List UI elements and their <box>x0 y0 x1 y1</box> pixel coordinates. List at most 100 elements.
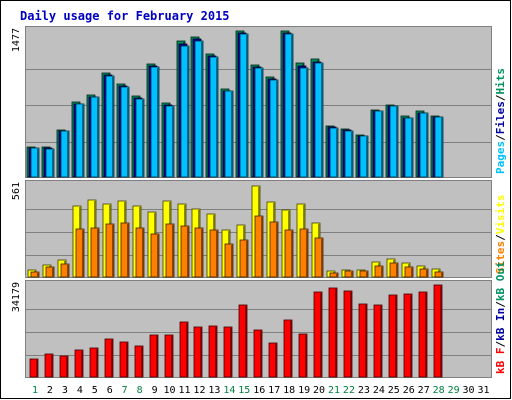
bar-shade <box>351 132 353 177</box>
bar-shade <box>201 229 203 277</box>
bar-body <box>105 223 115 278</box>
bar-kb-f-day-14 <box>223 326 233 378</box>
bar-body <box>60 263 70 278</box>
bar-sites-day-22 <box>344 270 354 278</box>
bar-shade <box>290 321 292 377</box>
bar-body <box>59 355 69 378</box>
bar-shade <box>426 114 428 177</box>
bar-shade <box>351 272 353 277</box>
x-tick-label-17: 17 <box>268 385 280 396</box>
x-tick-label-7: 7 <box>122 385 128 396</box>
bar-body <box>269 79 279 178</box>
bar-shade <box>261 69 263 177</box>
bar-body <box>89 347 99 378</box>
bar-shade <box>112 225 114 277</box>
bar-sites-day-9 <box>150 233 160 278</box>
bar-sites-day-26 <box>404 266 414 278</box>
x-tick-label-9: 9 <box>152 385 158 396</box>
bar-body <box>223 326 233 378</box>
bar-shade <box>186 323 188 377</box>
bar-shade <box>396 107 398 177</box>
x-tick-label-23: 23 <box>358 385 370 396</box>
bar-body <box>194 227 204 278</box>
bar-pages-day-16 <box>254 67 264 178</box>
bar-shade <box>187 227 189 277</box>
bar-shade <box>82 230 84 277</box>
bar-sites-day-12 <box>194 227 204 278</box>
bar-shade <box>306 230 308 277</box>
legend-separator: / <box>494 234 507 241</box>
bar-body <box>269 221 279 278</box>
bar-shade <box>276 81 278 177</box>
bar-pages-day-12 <box>194 40 204 178</box>
bar-kb-f-day-28 <box>433 284 443 378</box>
bar-pages-day-22 <box>344 130 354 178</box>
bar-body <box>343 290 353 378</box>
x-tick-label-10: 10 <box>164 385 176 396</box>
bar-body <box>165 105 175 178</box>
bar-shade <box>381 112 383 177</box>
bar-body <box>314 62 324 178</box>
bar-shade <box>245 306 247 377</box>
bar-sites-day-18 <box>284 229 294 278</box>
bar-kb-f-day-16 <box>253 329 263 378</box>
bar-sites-day-25 <box>389 262 399 278</box>
bar-sites-day-27 <box>419 268 429 278</box>
x-tick-label-6: 6 <box>107 385 113 396</box>
bar-pages-day-3 <box>60 130 70 178</box>
bar-body <box>45 266 55 278</box>
bar-shade <box>52 268 54 277</box>
bar-kb-f-day-24 <box>373 304 383 378</box>
bar-body <box>75 228 85 278</box>
bar-pages-day-26 <box>404 117 414 178</box>
bar-kb-f-day-8 <box>134 345 144 378</box>
bar-shade <box>380 306 382 377</box>
bar-sites-day-4 <box>75 228 85 278</box>
bar-body <box>208 325 218 378</box>
bar-pages-day-17 <box>269 79 279 178</box>
bar-pages-day-14 <box>224 90 234 178</box>
bar-body <box>30 147 40 178</box>
bar-body <box>419 268 429 278</box>
x-tick-label-15: 15 <box>238 385 250 396</box>
bar-body <box>224 90 234 178</box>
bar-shade <box>187 47 189 177</box>
bar-body <box>194 40 204 178</box>
bar-kb-f-day-4 <box>74 349 84 378</box>
x-tick-label-24: 24 <box>373 385 385 396</box>
bar-shade <box>51 355 53 377</box>
bar-body <box>135 98 145 178</box>
bar-kb-f-day-25 <box>388 294 398 378</box>
legend-entry-kb-in: kB In <box>494 308 507 341</box>
bar-body <box>254 67 264 178</box>
bar-shade <box>81 351 83 377</box>
x-tick-label-18: 18 <box>283 385 295 396</box>
bar-pages-day-11 <box>180 45 190 178</box>
legend: Pages/Files/Hits <box>494 68 507 174</box>
bar-shade <box>381 267 383 277</box>
bar-body <box>149 334 159 378</box>
bar-shade <box>172 225 174 277</box>
legend-separator: / <box>494 341 507 348</box>
bar-shade <box>97 98 99 177</box>
bar-body <box>44 353 54 378</box>
x-axis: 1 2 3 4 5 6 7 8 9 10 11 12 13 14 15 16 17 18 19 20 21 22 23 24 2… <box>32 385 490 396</box>
bar-body <box>359 135 369 178</box>
bar-sites-day-8 <box>135 227 145 278</box>
bar-body <box>388 294 398 378</box>
x-tick-label-5: 5 <box>92 385 98 396</box>
bar-pages-day-5 <box>90 96 100 178</box>
bar-kb-f-day-15 <box>238 304 248 378</box>
bar-pages-day-19 <box>299 67 309 178</box>
bar-sites-day-21 <box>329 272 339 278</box>
bar-body <box>358 303 368 378</box>
bar-shade <box>96 349 98 377</box>
bar-shade <box>246 241 248 277</box>
legend-entry-kb-out: kB Out <box>494 261 507 301</box>
bar-body <box>90 96 100 178</box>
bar-body <box>29 358 39 378</box>
bar-shade <box>306 69 308 177</box>
bar-kb-f-day-3 <box>59 355 69 378</box>
